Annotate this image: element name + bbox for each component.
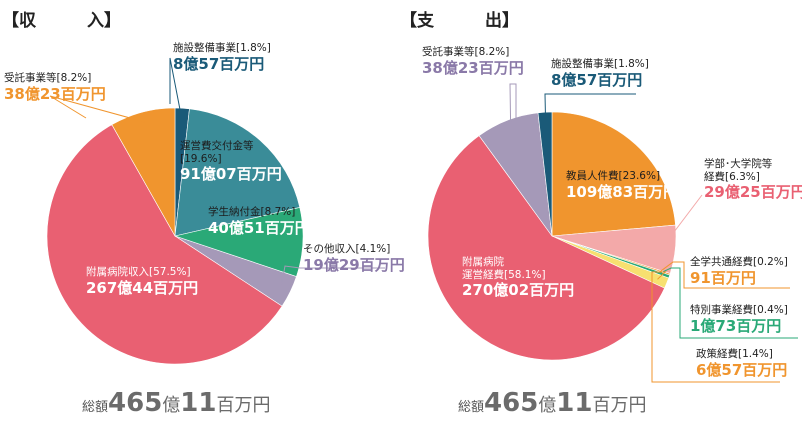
expense-label-tokubetsu: 特別事業経費[0.4%] 1億73百万円 [690, 304, 788, 335]
expense-label-seisaku: 政策経費[1.4%] 6億57百万円 [696, 348, 788, 379]
income-label-fuzoku: 附属病院収入[57.5%] 267億44百万円 [86, 266, 199, 297]
expense-leader-tokubetsu [659, 267, 798, 339]
expense-slice-kyoin [551, 111, 676, 237]
income-slice-fuzoku [46, 124, 283, 365]
expense-label-gakubu: 学部･大学院等 経費[6.3%] 29億25百万円 [704, 158, 802, 202]
income-slice-jutaku [111, 107, 176, 238]
expense-leader-jutaku [509, 83, 517, 130]
expense-leader-seisaku [651, 271, 780, 383]
income-total: 総額465億11百万円 [82, 388, 271, 418]
income-label-jutaku: 受託事業等[8.2%] 38億23百万円 [4, 72, 106, 103]
income-slice-unei [174, 108, 301, 237]
income-leader-jutaku [49, 95, 146, 123]
income-title: 【収 入】 [2, 11, 121, 31]
income-label-shisetsu: 施設整備事業[1.8%] 8億57百万円 [173, 42, 271, 73]
income-leader-sonota [280, 265, 385, 288]
expense-label-jutaku: 受託事業等[8.2%] 38億23百万円 [422, 46, 524, 77]
expense-title: 【支 出】 [400, 11, 519, 31]
expense-label-fuzoku: 附属病院 運営経費[58.1%] 270億02百万円 [462, 256, 575, 300]
expense-leader-zengaku [660, 261, 790, 289]
income-label-unei: 運営費交付金等 [19.6%] 91億07百万円 [180, 140, 282, 184]
expense-leader-shisetsu [544, 93, 636, 123]
expense-label-shisetsu: 施設整備事業[1.8%] 8億57百万円 [551, 58, 649, 89]
income-label-sonota: その他収入[4.1%] 19億29百万円 [303, 243, 405, 274]
income-label-gakusei: 学生納付金[8.7%] 40億51百万円 [208, 206, 310, 237]
expense-label-zengaku: 全学共通経費[0.2%] 91百万円 [690, 256, 788, 287]
income-leader-shisetsu [169, 57, 183, 119]
expense-slice-fuzoku [427, 135, 665, 361]
expense-leader-gakubu [664, 194, 703, 249]
expense-total: 総額465億11百万円 [458, 388, 647, 418]
expense-label-kyoin: 教員人件費[23.6%] 109億83百万円 [566, 170, 679, 201]
